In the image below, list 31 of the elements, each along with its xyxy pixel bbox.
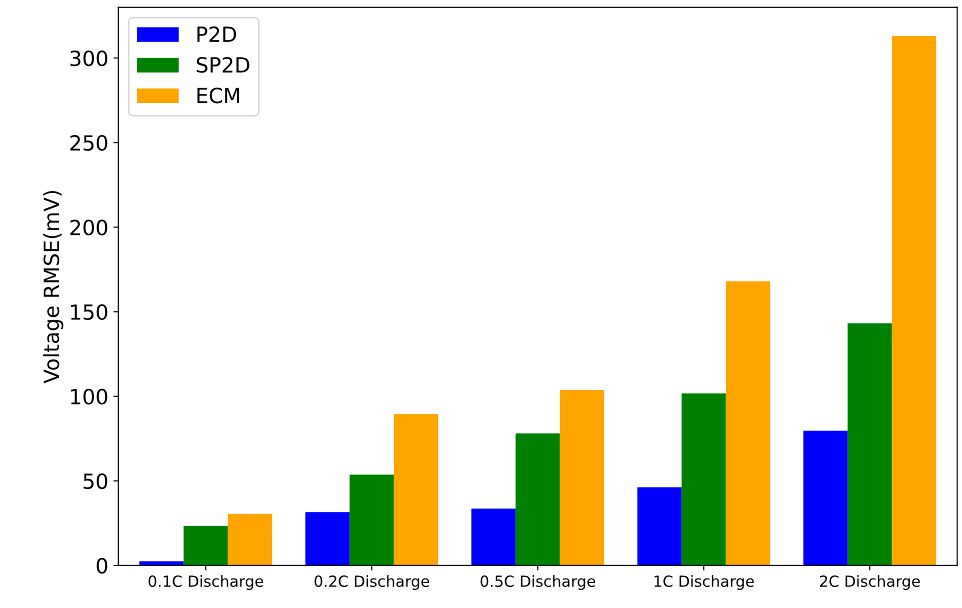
legend-label: SP2D	[196, 56, 250, 73]
bar	[350, 474, 394, 566]
bar	[682, 393, 726, 566]
bar	[516, 433, 560, 566]
legend-label: ECM	[197, 88, 240, 104]
bar	[228, 514, 272, 566]
y-tick-label: 150	[71, 304, 108, 320]
bar	[726, 281, 770, 566]
bar	[184, 526, 228, 566]
bar	[803, 430, 848, 566]
bar	[139, 561, 184, 566]
bar	[637, 487, 682, 566]
y-tick-label: 250	[70, 135, 108, 151]
x-tick-label: 0.2C Discharge	[314, 575, 430, 590]
y-tick-label: 0	[96, 558, 108, 574]
bar	[892, 36, 936, 566]
legend-label: P2D	[197, 26, 236, 42]
x-tick-label: 0.5C Discharge	[480, 575, 596, 590]
bar	[394, 414, 438, 566]
y-tick-label: 200	[70, 220, 108, 236]
bar	[848, 323, 892, 566]
y-tick-label: 50	[84, 473, 108, 490]
bar	[305, 512, 350, 566]
y-tick-label: 100	[71, 388, 108, 405]
bar	[471, 508, 516, 566]
x-tick-label: 0.1C Discharge	[148, 575, 264, 590]
x-tick-label: 1C Discharge	[654, 575, 754, 590]
x-tick-label: 2C Discharge	[820, 575, 920, 590]
y-tick-label: 300	[70, 50, 108, 66]
y-axis-title: Voltage RMSE(mV)	[43, 190, 64, 384]
bar	[560, 390, 604, 566]
